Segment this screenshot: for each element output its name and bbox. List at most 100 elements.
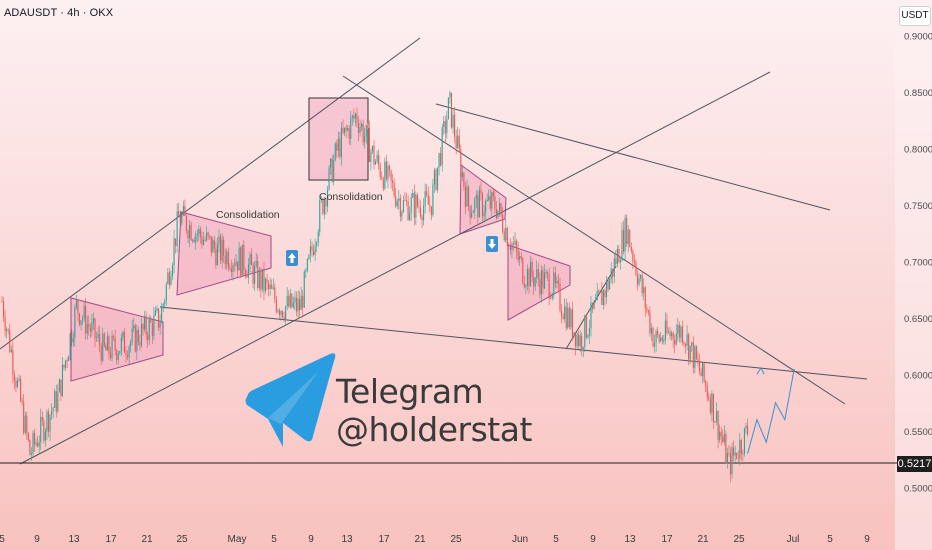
candle-down [379, 164, 381, 177]
candle-up [437, 167, 439, 190]
candle-up [643, 287, 645, 294]
candle-up [375, 161, 377, 165]
time-axis[interactable]: 5 9 13 17 21 25 May 5 9 13 17 21 25 Jun 5 9 13 17 21 25 Jul 5… [0, 534, 870, 545]
candle-down [252, 265, 254, 284]
candle-down [630, 247, 632, 252]
x-tick-label: 25 [176, 534, 188, 545]
candle-down [712, 393, 714, 423]
x-tick-label: 9 [590, 534, 596, 545]
candle-up [16, 380, 19, 387]
upper-resistance-line[interactable] [435, 103, 831, 211]
candle-down [740, 440, 742, 454]
candle-up [596, 290, 598, 301]
candle-up [198, 228, 200, 235]
upper-channel-line[interactable] [0, 37, 421, 350]
y-tick-label: 0.9000 [904, 32, 932, 43]
candle-up [189, 224, 191, 239]
y-tick-label: 0.6000 [904, 371, 932, 382]
candle-up [86, 324, 88, 334]
candle-up [443, 120, 445, 128]
candle-down [688, 334, 690, 360]
descending-resistance-line[interactable] [342, 75, 846, 405]
candle-up [734, 452, 736, 456]
candle-up [543, 272, 546, 289]
candle-up [461, 172, 463, 177]
currency-button[interactable]: USDT [899, 6, 931, 26]
candle-up [567, 307, 569, 329]
candle-up [667, 331, 670, 333]
candle-down [26, 415, 28, 434]
candle-down [618, 248, 620, 263]
candle-down [404, 200, 406, 201]
candle-down [213, 239, 215, 249]
candle-down [21, 401, 23, 403]
candle-down [193, 239, 195, 243]
candle-down [494, 196, 496, 210]
candle-up [609, 279, 611, 290]
candle-down [27, 433, 29, 440]
x-tick-label: Jul [787, 534, 800, 545]
candle-down [237, 261, 239, 271]
lower-rising-line[interactable] [19, 71, 771, 465]
candle-up [69, 333, 71, 357]
candle-down [632, 251, 634, 261]
candle-up [654, 343, 656, 347]
candle-down [356, 113, 358, 124]
candle-down [274, 287, 276, 300]
candle-down [103, 333, 105, 346]
candle-down [528, 269, 530, 287]
candle-down [175, 238, 177, 246]
candle-up [485, 200, 487, 213]
candle-down [263, 269, 265, 292]
candle-up [556, 280, 558, 284]
candle-down [15, 380, 17, 387]
candle-up [619, 260, 621, 263]
candle-up [65, 360, 67, 368]
descending-support-line[interactable] [159, 306, 868, 380]
candle-down [246, 274, 248, 278]
candle-up [412, 193, 414, 198]
candle-down [345, 127, 347, 131]
candle-up [590, 302, 592, 329]
price-axis[interactable]: 0.9000 0.8500 0.8000 0.7500 0.7000 0.6500 0.60… [904, 32, 932, 495]
candle-down [266, 278, 268, 283]
up-arrow-badge[interactable] [286, 250, 298, 266]
candle-up [689, 345, 691, 360]
candle-down [562, 315, 564, 320]
candle-down [34, 433, 36, 445]
candle-down [480, 189, 482, 194]
x-tick-label: May [228, 534, 247, 545]
candle-down [626, 218, 628, 245]
candle-down [257, 261, 259, 289]
candle-down [299, 298, 301, 310]
candle-down [390, 170, 392, 181]
candle-down [557, 280, 559, 284]
down-arrow-badge[interactable] [486, 236, 498, 252]
candle-down [291, 293, 293, 308]
candle-up [238, 247, 240, 271]
candle-down [516, 240, 518, 251]
candle-down [669, 331, 671, 337]
candle-down [709, 399, 711, 413]
candle-up [627, 229, 629, 245]
candle-down [652, 327, 654, 347]
candle-up [519, 256, 521, 260]
x-tick-label: 5 [271, 534, 277, 545]
candle-down [672, 332, 674, 340]
candle-up [176, 211, 178, 246]
triangle-pattern-4[interactable] [507, 244, 571, 321]
x-tick-label: 17 [661, 534, 673, 545]
y-tick-label: 0.7000 [904, 258, 932, 269]
candle-down [209, 235, 211, 237]
candle-up [398, 198, 400, 201]
candle-up [505, 228, 507, 241]
candle-down [661, 337, 663, 342]
watermark-handle: @holderstat [336, 410, 532, 449]
candle-up [613, 258, 615, 277]
candle-up [610, 268, 612, 280]
candle-up [564, 306, 566, 320]
candle-up [10, 349, 12, 352]
candle-up [156, 308, 158, 311]
